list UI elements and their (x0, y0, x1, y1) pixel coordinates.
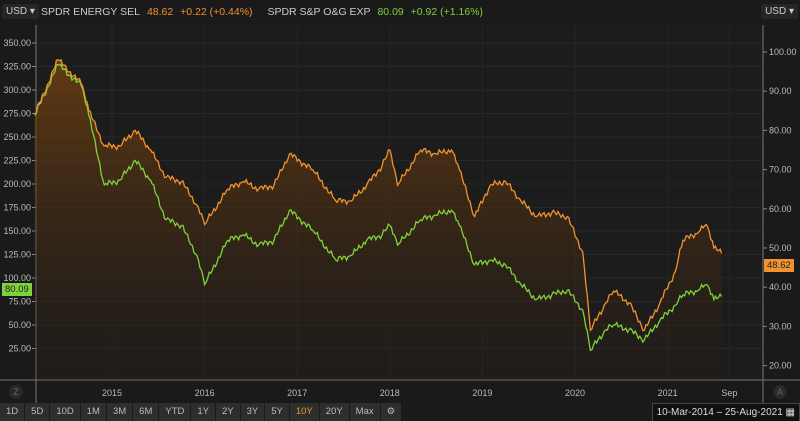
range-button-1m[interactable]: 1M (80, 403, 107, 421)
x-axis-tick-label: Sep (721, 388, 737, 398)
range-button-1y[interactable]: 1Y (191, 403, 216, 421)
x-axis-tick-label: 2020 (565, 388, 585, 398)
series-line-xle (34, 58, 723, 332)
left-axis-tick-label: 50.00 (8, 320, 31, 330)
left-axis-tick-label: 225.00 (3, 156, 31, 166)
left-axis-tick-label: 350.00 (3, 38, 31, 48)
range-button-ytd[interactable]: YTD (159, 403, 192, 421)
zoom-toggle-icon[interactable]: Z (9, 385, 23, 399)
left-axis-tick-label: 175.00 (3, 203, 31, 213)
legend-last-xop: 80.09 (377, 6, 404, 18)
x-axis-tick-label: 2018 (380, 388, 400, 398)
last-price-tag-xle: 48.62 (764, 259, 794, 272)
legend-change-xle: +0.22 (+0.44%) (180, 6, 253, 18)
range-button-1d[interactable]: 1D (0, 403, 26, 421)
legend-change-xop: +0.92 (+1.16%) (410, 6, 484, 18)
left-axis-tick-label: 150.00 (3, 226, 31, 236)
left-axis-tick-label: 25.00 (8, 344, 31, 354)
legend-name-xop: SPDR S&P O&G EXP (267, 6, 371, 18)
legend-name-xle: SPDR ENERGY SEL (41, 6, 141, 18)
legend-last-xle: 48.62 (146, 6, 174, 18)
range-button-5d[interactable]: 5D (25, 403, 51, 421)
x-axis-tick-label: 2015 (102, 388, 122, 398)
currency-right-dropdown[interactable]: USD ▾ (761, 4, 798, 19)
x-axis-tick-label: 2016 (195, 388, 215, 398)
currency-left-label: USD (6, 6, 28, 17)
last-price-tag-xop: 80.09 (2, 283, 32, 296)
left-axis-tick-label: 250.00 (3, 132, 31, 142)
series-line-xop (34, 63, 723, 352)
range-button-10d[interactable]: 10D (50, 403, 81, 421)
range-buttons: 1D 5D 10D 1M 3M 6M YTD 1Y 2Y 3Y 5Y 10Y 20Y Max ⚙ (0, 403, 403, 421)
range-button-10y[interactable]: 10Y (289, 403, 320, 421)
right-axis-tick-label: 40.00 (769, 282, 792, 292)
left-axis-tick-label: 100.00 (3, 273, 31, 283)
right-axis-tick-label: 100.00 (769, 47, 797, 57)
date-range-text: 10-Mar-2014 – 25-Aug-2021 (656, 407, 783, 418)
x-axis-tick-label: 2021 (658, 388, 678, 398)
settings-gear-icon[interactable]: ⚙ (380, 403, 403, 421)
price-chart[interactable]: 25.00 50.00 75.00 100.00 125.00 150.00 175.00 2… (0, 0, 800, 403)
left-axis-tick-label: 75.00 (8, 297, 31, 307)
range-button-5y[interactable]: 5Y (265, 403, 290, 421)
currency-right-label: USD (765, 6, 787, 17)
date-range-picker[interactable]: 10-Mar-2014 – 25-Aug-2021 ▦ (651, 403, 800, 421)
legend: SPDR ENERGY SEL 48.62 +0.22 (+0.44%) SPD… (41, 6, 487, 18)
left-axis-tick-label: 300.00 (3, 85, 31, 95)
range-button-3m[interactable]: 3M (106, 403, 134, 421)
x-axis-tick-label: 2019 (472, 388, 492, 398)
range-button-max[interactable]: Max (349, 403, 381, 421)
right-axis-tick-label: 60.00 (769, 204, 792, 214)
right-axis-tick-label: 90.00 (769, 86, 792, 96)
range-button-3y[interactable]: 3Y (240, 403, 266, 421)
x-axis-tick-label: 2017 (287, 388, 307, 398)
right-axis-tick-label: 20.00 (769, 361, 792, 371)
range-button-2y[interactable]: 2Y (215, 403, 241, 421)
left-axis-tick-label: 125.00 (3, 250, 31, 260)
range-button-6m[interactable]: 6M (133, 403, 160, 421)
right-axis-tick-label: 30.00 (769, 321, 792, 331)
calendar-icon: ▦ (785, 407, 795, 418)
left-axis-tick-label: 200.00 (3, 179, 31, 189)
auto-scale-icon[interactable]: A (773, 385, 787, 399)
left-axis-tick-label: 275.00 (3, 109, 31, 119)
currency-left-dropdown[interactable]: USD ▾ (2, 4, 39, 19)
area-fill-xle (34, 59, 722, 381)
left-axis-tick-label: 325.00 (3, 62, 31, 72)
range-button-20y[interactable]: 20Y (319, 403, 350, 421)
right-axis-tick-label: 80.00 (769, 125, 792, 135)
right-axis-tick-label: 70.00 (769, 165, 792, 175)
right-axis-tick-label: 50.00 (769, 243, 792, 253)
